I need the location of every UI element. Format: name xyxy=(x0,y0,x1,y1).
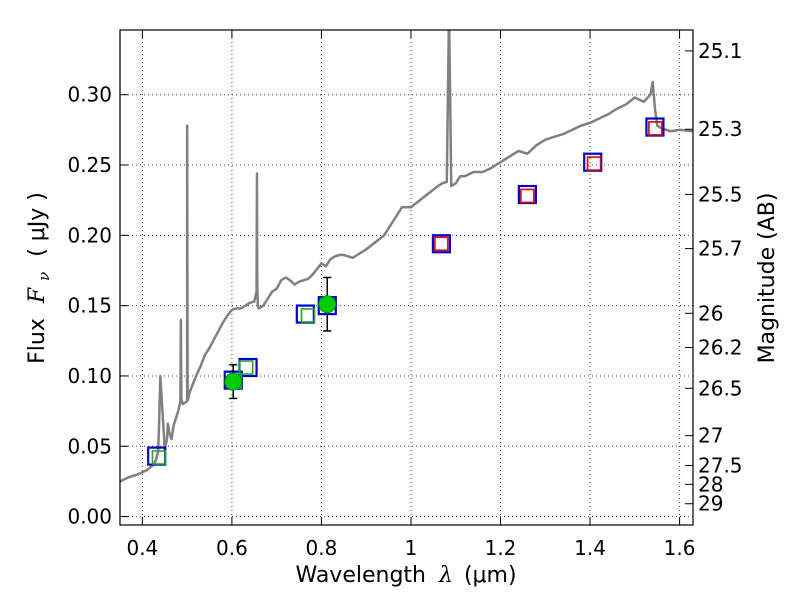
grid-layer xyxy=(120,30,693,525)
x-axis-ticks: 0.4 0.6 0.8 1 1.2 1.4 1.6 xyxy=(126,30,695,560)
photometry-open-blue-point xyxy=(295,304,315,324)
model-fluxes-red-point xyxy=(520,188,535,204)
y2-tick-label: 26.5 xyxy=(698,376,743,400)
y2-tick-label: 25.1 xyxy=(698,39,743,63)
model-fluxes-green-point xyxy=(151,450,167,465)
y-tick-label: 0.05 xyxy=(67,434,112,458)
y-tick-label: 0.15 xyxy=(67,294,112,318)
y-tick-label: 0.00 xyxy=(67,505,112,529)
x-axis-label: Wavelength λ (μm) xyxy=(295,563,516,588)
model-fluxes-green-point xyxy=(300,308,316,323)
y2-tick-label: 28 xyxy=(698,472,723,496)
model-fluxes-red-point xyxy=(434,236,449,252)
y-tick-label: 0.25 xyxy=(67,153,112,177)
green-photometry-point xyxy=(224,372,243,391)
photometry-open-blue-point xyxy=(431,234,452,254)
y2-axis-label: Magnitude (AB) xyxy=(755,193,780,364)
model-fluxes-green-point xyxy=(238,360,254,375)
y2-tick-label: 27 xyxy=(698,424,723,448)
y2-tick-label: 26.2 xyxy=(698,335,743,359)
spectrum-line xyxy=(120,30,693,483)
x-tick-label: 0.6 xyxy=(216,536,248,560)
x-tick-label: 0.4 xyxy=(126,536,158,560)
y-tick-label: 0.20 xyxy=(67,223,112,247)
y2-tick-label: 25.5 xyxy=(698,182,743,206)
green-photometry-point xyxy=(318,295,337,314)
x-tick-label: 1.6 xyxy=(664,536,696,560)
y2-tick-label: 26 xyxy=(698,301,723,325)
y-axis-ticks: 0.00 0.05 0.10 0.15 0.20 0.25 0.30 xyxy=(67,83,128,529)
series-layer xyxy=(120,30,693,483)
plot-frame xyxy=(119,29,694,526)
y2-tick-label: 25.7 xyxy=(698,237,743,261)
clipped-series xyxy=(120,30,693,483)
y2-tick-label: 25.3 xyxy=(698,117,743,141)
y-axis-label: Flux F ν ( μJy ) xyxy=(25,192,55,364)
model-fluxes-red-point xyxy=(648,121,663,136)
x-tick-label: 1.4 xyxy=(574,536,606,560)
y-tick-label: 0.10 xyxy=(67,364,112,388)
model-fluxes-red-point xyxy=(586,156,602,171)
x-tick-label: 1 xyxy=(405,536,418,560)
y2-tick-label: 27.5 xyxy=(698,454,743,478)
y-tick-label: 0.30 xyxy=(67,83,112,107)
y2-tick-label: 29 xyxy=(698,492,723,516)
x-tick-label: 0.8 xyxy=(306,536,338,560)
x-tick-label: 1.2 xyxy=(485,536,517,560)
